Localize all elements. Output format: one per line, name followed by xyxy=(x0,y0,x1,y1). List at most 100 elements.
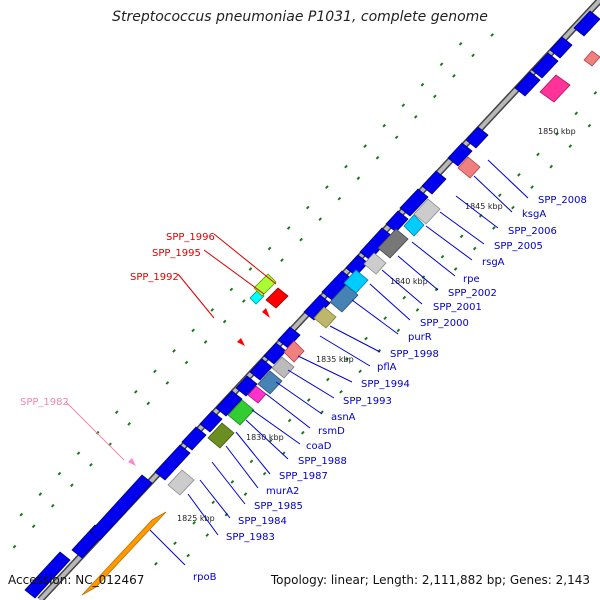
gene-label[interactable]: SPP_2002 xyxy=(448,288,497,299)
gene-label-leader xyxy=(369,283,411,321)
gene-label[interactable]: SPP_1996 xyxy=(166,232,215,243)
gene-forward[interactable] xyxy=(303,294,331,321)
gene-label[interactable]: SPP_1984 xyxy=(238,516,287,527)
gene-khaki-block[interactable] xyxy=(313,306,337,329)
gene-label[interactable]: SPP_2005 xyxy=(494,241,543,252)
gene-salmon-block[interactable] xyxy=(583,50,600,67)
gene-label[interactable]: rpe xyxy=(463,274,480,285)
gene-features xyxy=(24,10,600,599)
gene-label[interactable]: SPP_2008 xyxy=(538,195,587,206)
strand-tick xyxy=(344,164,348,169)
gene-label[interactable]: SPP_1983 xyxy=(226,532,275,543)
gene-label-leader xyxy=(487,159,529,199)
gene-label[interactable]: rpoB xyxy=(193,572,217,583)
gene-forward[interactable] xyxy=(549,36,573,59)
gene-darkgrey-block[interactable] xyxy=(377,228,409,259)
gene-forward[interactable] xyxy=(24,551,71,599)
gene-forward[interactable] xyxy=(465,126,489,149)
strand-tick xyxy=(337,196,342,201)
gene-steelblue-block[interactable] xyxy=(329,284,359,313)
gene-grey-block[interactable] xyxy=(167,469,195,496)
gene-label[interactable]: SPP_1994 xyxy=(361,379,410,390)
gene-label-leader xyxy=(287,369,335,399)
gene-label[interactable]: purR xyxy=(408,332,432,343)
gene-label[interactable]: SPP_2006 xyxy=(508,226,557,237)
gene-label[interactable]: murA2 xyxy=(266,486,299,497)
strand-tick xyxy=(536,152,540,157)
gene-forward[interactable] xyxy=(249,358,273,381)
strand-tick xyxy=(356,176,361,181)
gene-hotpink-block[interactable] xyxy=(539,74,571,103)
gene-reverse-pink-arrow[interactable] xyxy=(128,458,136,466)
gene-label[interactable]: rsmD xyxy=(318,426,345,437)
scale-label: 1845 kbp xyxy=(465,202,503,211)
gene-forward[interactable] xyxy=(447,142,473,167)
scale-label: 1825 kbp xyxy=(177,514,215,523)
gene-rpoB[interactable] xyxy=(81,511,167,596)
gene-forward[interactable] xyxy=(399,188,429,217)
gene-salmon-block[interactable] xyxy=(283,340,305,363)
gene-forward[interactable] xyxy=(277,326,301,349)
gene-lightgrey-block[interactable] xyxy=(363,252,387,275)
gene-forward[interactable] xyxy=(89,474,153,541)
strand-tick xyxy=(326,377,330,382)
strand-tick xyxy=(517,172,521,177)
strand-tick xyxy=(76,451,81,456)
gene-label[interactable]: SPP_1985 xyxy=(254,501,303,512)
gene-forward[interactable] xyxy=(531,52,559,79)
gene-label-leader xyxy=(381,269,423,305)
gene-label[interactable]: coaD xyxy=(306,441,332,452)
gene-forward[interactable] xyxy=(199,410,223,433)
gene-label-leader xyxy=(425,225,473,261)
gene-reverse-red-arrow[interactable] xyxy=(237,338,245,346)
gene-cyan-block[interactable] xyxy=(403,214,425,237)
strand-tick xyxy=(229,287,234,292)
strand-tick xyxy=(574,111,579,116)
gene-forward[interactable] xyxy=(235,375,258,397)
gene-reverse-red[interactable] xyxy=(265,287,289,309)
strand-tick xyxy=(286,226,291,230)
strand-tick xyxy=(420,82,425,87)
gene-label[interactable]: rsgA xyxy=(482,257,505,268)
gene-label-leader xyxy=(329,325,381,353)
gene-forward[interactable] xyxy=(181,426,207,451)
gene-forward[interactable] xyxy=(215,390,243,417)
gene-label[interactable]: SPP_1987 xyxy=(279,471,328,482)
gene-forward[interactable] xyxy=(154,444,191,481)
gene-lightgrey-block[interactable] xyxy=(413,198,441,225)
strand-tick xyxy=(549,164,553,169)
gene-label[interactable]: SPP_1995 xyxy=(152,248,201,259)
gene-forward[interactable] xyxy=(421,170,447,195)
gene-forward[interactable] xyxy=(573,10,600,37)
strand-tick xyxy=(471,53,475,58)
strand-tick xyxy=(363,144,367,149)
gene-label[interactable]: SPP_1982 xyxy=(20,397,69,408)
gene-label[interactable]: SPP_1988 xyxy=(298,456,347,467)
strand-tick xyxy=(222,319,227,324)
strand-tick xyxy=(154,561,158,566)
gene-green-block[interactable] xyxy=(227,399,255,426)
gene-salmon-block[interactable] xyxy=(457,156,481,179)
gene-steelblue-block[interactable] xyxy=(257,370,283,395)
gene-cyan-block[interactable] xyxy=(343,269,369,294)
gene-label[interactable]: SPP_1992 xyxy=(130,272,179,283)
gene-label[interactable]: SPP_1998 xyxy=(390,349,439,360)
strand-tick xyxy=(57,471,62,476)
strand-tick xyxy=(492,226,496,230)
gene-label[interactable]: asnA xyxy=(331,412,356,423)
gene-label[interactable]: pflA xyxy=(377,362,397,373)
gene-forward[interactable] xyxy=(385,210,409,233)
gene-forward[interactable] xyxy=(514,71,541,97)
strand-tick xyxy=(593,91,598,95)
gene-label[interactable]: SPP_2000 xyxy=(420,318,469,329)
gene-label[interactable]: ksgA xyxy=(522,209,546,220)
gene-reverse-red-arrow[interactable] xyxy=(262,308,270,318)
gene-grey-block[interactable] xyxy=(271,356,295,379)
strand-tick xyxy=(305,205,310,210)
gene-label[interactable]: SPP_1993 xyxy=(343,396,392,407)
gene-olive-block[interactable] xyxy=(207,422,235,449)
strand-tick xyxy=(38,492,43,496)
strand-tick xyxy=(186,553,191,558)
gene-label[interactable]: SPP_2001 xyxy=(433,302,482,313)
